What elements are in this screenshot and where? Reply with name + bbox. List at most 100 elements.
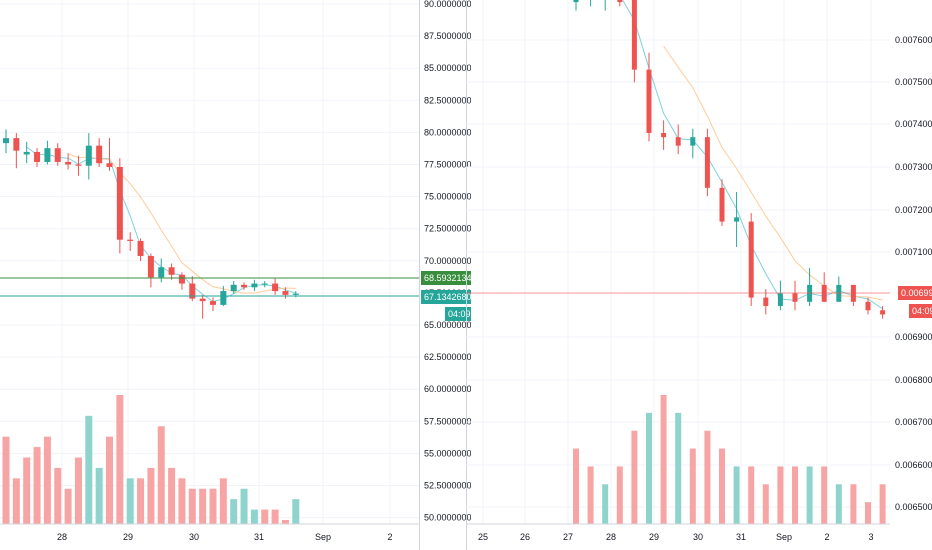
volume-bar xyxy=(188,488,196,524)
time-axis-label: 31 xyxy=(254,532,264,542)
price-axis-label: 0.006500 xyxy=(895,502,932,512)
candle-body xyxy=(137,240,144,256)
candle-body xyxy=(880,310,886,315)
left-last-price-teal-badge: 67.13426802 xyxy=(421,290,471,304)
candle-body xyxy=(199,298,206,302)
candle-body xyxy=(261,283,268,285)
price-axis-label: 0.007500 xyxy=(895,77,932,87)
left-chart-pane[interactable]: 90.00000000 87.50000000 85.00000000 82.5000… xyxy=(0,0,471,550)
volume-bar xyxy=(271,509,279,524)
volume-bar xyxy=(865,502,871,524)
price-axis-label: 70.00000000 xyxy=(424,256,471,266)
candle-body xyxy=(75,164,82,166)
price-axis-label: 52.50000000 xyxy=(424,481,471,491)
volume-bar xyxy=(147,467,155,524)
left-countdown-badge: 04:09 xyxy=(445,307,471,321)
candle-body xyxy=(147,255,154,278)
candle-body xyxy=(573,0,579,3)
time-axis-label: 30 xyxy=(189,532,199,542)
volume-bar xyxy=(777,466,784,524)
candle-body xyxy=(865,301,871,311)
volume-bar xyxy=(116,395,124,524)
price-axis-label: 90.00000000 xyxy=(424,0,471,9)
price-axis-label: 55.00000000 xyxy=(424,448,471,458)
candle-body xyxy=(292,293,299,295)
candle-body xyxy=(646,69,652,133)
volume-bar xyxy=(281,520,289,524)
candle-body xyxy=(3,138,9,144)
candle-body xyxy=(704,137,710,188)
time-axis-label: 27 xyxy=(563,532,573,542)
volume-bar xyxy=(95,467,103,524)
ma-slow-line xyxy=(67,153,296,294)
left-last-price-green-badge: 68.59321344 xyxy=(421,271,471,285)
price-axis-label: 60.00000000 xyxy=(424,384,471,394)
time-axis-label: 29 xyxy=(123,532,133,542)
candle-body xyxy=(96,145,103,164)
volume-bar xyxy=(821,466,828,524)
candle-body xyxy=(617,0,623,3)
price-axis-label: 77.50000000 xyxy=(424,160,471,170)
price-axis-label: 87.50000000 xyxy=(424,31,471,41)
candle-body xyxy=(168,267,175,275)
price-axis-label: 0.007600 xyxy=(895,35,932,45)
volume-bar xyxy=(631,430,638,524)
candle-body xyxy=(631,0,637,70)
volume-bar xyxy=(64,488,72,524)
volume-bar xyxy=(762,484,769,524)
candle-body xyxy=(34,151,41,162)
volume-bar xyxy=(2,436,10,524)
volume-bar xyxy=(74,457,82,524)
time-axis-label: 30 xyxy=(693,532,703,542)
left-chart-canvas[interactable]: 90.00000000 87.50000000 85.00000000 82.5000… xyxy=(0,0,471,550)
volume-bar xyxy=(85,415,93,524)
volume-bar xyxy=(219,478,227,524)
volume-bar xyxy=(43,436,51,524)
volume-bar xyxy=(660,395,667,524)
volume-bar xyxy=(806,466,813,524)
volume-bar xyxy=(178,478,186,524)
candle-body xyxy=(230,284,237,292)
price-axis-label: 0.006800 xyxy=(895,375,932,385)
price-axis-label: 0.007100 xyxy=(895,247,932,257)
ma-fast-line xyxy=(622,0,883,310)
price-axis-label: 72.50000000 xyxy=(424,224,471,234)
volume-bar xyxy=(748,466,755,524)
price-axis-label: 80.00000000 xyxy=(424,127,471,137)
candle-body xyxy=(127,239,134,241)
price-axis-label: 0.007400 xyxy=(895,119,932,129)
price-axis-label: 0.006700 xyxy=(895,417,932,427)
candle-body xyxy=(210,301,216,305)
volume-bar xyxy=(719,448,725,524)
price-axis-label: 0.007300 xyxy=(895,162,932,172)
time-axis-label: 2 xyxy=(387,532,392,542)
candle-body xyxy=(241,284,248,288)
right-chart-canvas[interactable]: 0.007600 0.007500 0.007400 0.007300 0.007200… xyxy=(466,0,932,550)
candle-body xyxy=(220,291,227,305)
volume-bar xyxy=(137,478,145,524)
right-last-price-badge: 0.006999 xyxy=(898,286,932,300)
volume-bar xyxy=(209,488,217,524)
volume-bar xyxy=(616,466,623,524)
candle-body xyxy=(251,283,258,288)
volume-bar xyxy=(106,436,113,524)
candle-body xyxy=(792,293,798,302)
right-chart-pane[interactable]: 0.007600 0.007500 0.007400 0.007300 0.007200… xyxy=(466,0,932,550)
time-axis-label: Sep xyxy=(315,532,331,542)
price-axis-label: 0.006900 xyxy=(895,332,932,342)
volume-bar xyxy=(292,499,300,524)
candle-body xyxy=(777,293,783,307)
volume-bar xyxy=(230,499,238,524)
candle-body xyxy=(13,138,20,151)
volume-bar xyxy=(602,484,609,524)
time-axis-label: 3 xyxy=(868,532,873,542)
ma-slow-line xyxy=(663,45,883,301)
volume-bar xyxy=(879,484,886,524)
volume-bar xyxy=(54,467,62,524)
time-axis-label: Sep xyxy=(776,532,792,542)
candle-body xyxy=(748,221,754,298)
volume-bar xyxy=(573,448,579,524)
volume-bar xyxy=(199,488,207,524)
price-axis-label: 57.50000000 xyxy=(424,416,471,426)
price-axis-label: 65.00000000 xyxy=(424,320,471,330)
